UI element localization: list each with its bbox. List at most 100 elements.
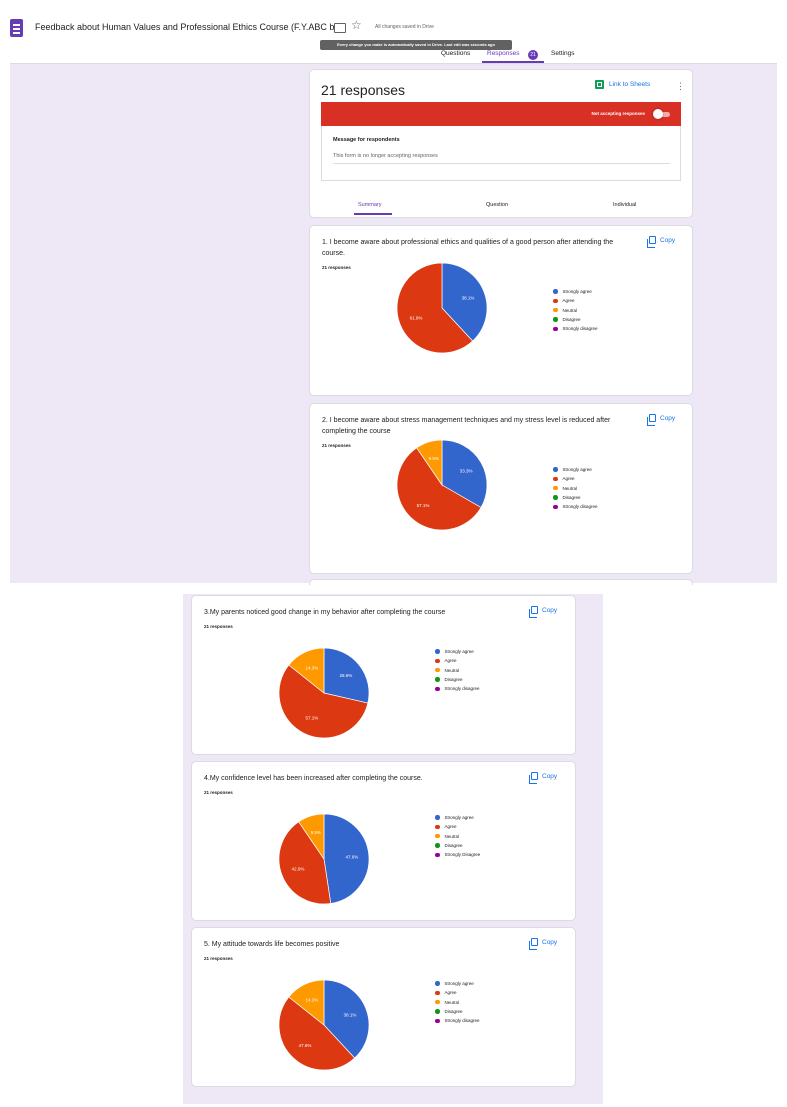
legend-color-dot bbox=[553, 317, 558, 322]
tab-questions[interactable]: Questions bbox=[441, 50, 471, 57]
legend-label: Strongly agree bbox=[444, 649, 474, 655]
question-response-count: 21 responses bbox=[322, 443, 351, 448]
question-response-count: 21 responses bbox=[204, 624, 233, 629]
sheets-icon[interactable] bbox=[595, 80, 604, 89]
legend-item: Agree bbox=[553, 474, 598, 483]
legend-label: Strongly disagree bbox=[562, 326, 598, 332]
legend-item: Strongly Disagree bbox=[435, 850, 480, 859]
copy-icon[interactable] bbox=[529, 938, 538, 950]
pie-slice-label: 9.5% bbox=[311, 830, 321, 835]
legend-item: Strongly disagree bbox=[435, 1016, 480, 1025]
legend-label: Disagree bbox=[444, 843, 463, 849]
subtab-individual[interactable]: Individual bbox=[613, 202, 637, 208]
question-title: 3.My parents noticed good change in my b… bbox=[204, 609, 446, 616]
legend-item: Neutral bbox=[435, 666, 480, 675]
legend-color-dot bbox=[553, 326, 558, 332]
legend-item: Disagree bbox=[435, 675, 480, 684]
legend-label: Strongly agree bbox=[562, 289, 592, 295]
legend-label: Neutral bbox=[444, 667, 460, 673]
question-card: 4.My confidence level has been increased… bbox=[191, 761, 576, 921]
legend-color-dot bbox=[435, 833, 440, 839]
legend-label: Disagree bbox=[562, 317, 581, 323]
pie-slice bbox=[441, 262, 488, 342]
message-input[interactable]: This form is no longer accepting respons… bbox=[333, 153, 438, 159]
legend-color-dot bbox=[553, 289, 558, 294]
legend-item: Strongly agree bbox=[553, 287, 598, 296]
copy-chart-button[interactable]: Copy bbox=[660, 415, 676, 422]
pie-slice-label: 57.1% bbox=[306, 716, 319, 721]
legend-item: Neutral bbox=[435, 832, 480, 841]
pie-chart: 38.1% 47.6% 14.3% bbox=[278, 979, 370, 1071]
accepting-responses-label: Not accepting responses bbox=[591, 111, 645, 116]
pie-slice bbox=[396, 262, 474, 354]
pie-slice bbox=[323, 813, 370, 904]
pie-slice-label: 61.9% bbox=[410, 316, 423, 321]
question-title: 1. I become aware about professional eth… bbox=[322, 239, 614, 257]
legend-item: Disagree bbox=[435, 841, 480, 850]
legend-color-dot bbox=[553, 298, 558, 304]
next-card-edge bbox=[309, 579, 693, 585]
question-title: 5. My attitude towards life becomes posi… bbox=[204, 941, 340, 948]
copy-chart-button[interactable]: Copy bbox=[660, 237, 676, 244]
pie-slice bbox=[323, 979, 370, 1059]
chart-legend: Strongly agree Agree Neutral Disagree Strong… bbox=[553, 465, 598, 511]
pie-slice-label: 38.1% bbox=[344, 1012, 357, 1017]
folder-icon[interactable] bbox=[334, 23, 346, 33]
question-card: 2. I become aware about stress managemen… bbox=[309, 403, 693, 574]
legend-item: Agree bbox=[553, 296, 598, 305]
pie-slice bbox=[278, 996, 356, 1071]
legend-label: Strongly agree bbox=[562, 467, 592, 473]
subtab-question[interactable]: Question bbox=[486, 202, 509, 208]
subtab-summary[interactable]: Summary bbox=[358, 202, 382, 208]
legend-color-dot bbox=[553, 476, 558, 482]
legend-label: Agree bbox=[562, 298, 575, 304]
legend-item: Agree bbox=[435, 656, 480, 665]
legend-label: Strongly Disagree bbox=[444, 852, 481, 858]
legend-label: Agree bbox=[562, 476, 575, 482]
legend-label: Strongly agree bbox=[444, 815, 474, 821]
pie-slice bbox=[288, 647, 325, 694]
legend-color-dot bbox=[435, 824, 440, 830]
question-card: 3.My parents noticed good change in my b… bbox=[191, 595, 576, 755]
accepting-toggle[interactable] bbox=[653, 109, 663, 119]
tab-responses[interactable]: Responses bbox=[487, 50, 520, 57]
legend-item: Neutral bbox=[435, 998, 480, 1007]
copy-chart-button[interactable]: Copy bbox=[542, 607, 558, 614]
question-title: 2. I become aware about stress managemen… bbox=[322, 417, 611, 435]
pie-slice bbox=[396, 447, 482, 531]
link-to-sheets-button[interactable]: Link to Sheets bbox=[609, 81, 651, 88]
pie-chart: 33.3% 57.1% 9.5% bbox=[396, 439, 488, 531]
legend-label: Strongly agree bbox=[444, 981, 474, 987]
legend-item: Neutral bbox=[553, 484, 598, 493]
pie-chart: 28.6% 57.1% 14.3% bbox=[278, 647, 370, 739]
legend-item: Strongly agree bbox=[435, 647, 480, 656]
copy-icon[interactable] bbox=[647, 414, 656, 426]
legend-item: Strongly agree bbox=[435, 979, 480, 988]
legend-item: Strongly agree bbox=[553, 465, 598, 474]
tab-settings[interactable]: Settings bbox=[551, 50, 575, 57]
legend-color-dot bbox=[435, 843, 440, 848]
pie-slice bbox=[416, 439, 443, 487]
legend-color-dot bbox=[553, 495, 558, 500]
more-options-icon[interactable]: ⋮ bbox=[676, 81, 685, 91]
star-icon[interactable]: ☆ bbox=[351, 18, 362, 32]
legend-label: Disagree bbox=[444, 1009, 463, 1015]
question-title: 4.My confidence level has been increased… bbox=[204, 775, 423, 782]
header-divider bbox=[10, 63, 777, 64]
copy-icon[interactable] bbox=[529, 606, 538, 618]
copy-icon[interactable] bbox=[529, 772, 538, 784]
copy-chart-button[interactable]: Copy bbox=[542, 773, 558, 780]
pie-slice bbox=[441, 439, 488, 508]
legend-item: Disagree bbox=[553, 315, 598, 324]
responses-count-badge: 21 bbox=[528, 50, 538, 60]
accepting-responses-bar: Not accepting responses bbox=[321, 102, 681, 126]
legend-color-dot bbox=[435, 852, 440, 858]
legend-color-dot bbox=[435, 686, 440, 692]
pie-slice-label: 33.3% bbox=[460, 469, 473, 474]
copy-icon[interactable] bbox=[647, 236, 656, 248]
chart-legend: Strongly agree Agree Neutral Disagree Strong… bbox=[553, 287, 598, 333]
copy-chart-button[interactable]: Copy bbox=[542, 939, 558, 946]
form-title[interactable]: Feedback about Human Values and Professi… bbox=[35, 22, 335, 32]
forms-app-icon[interactable] bbox=[10, 19, 23, 37]
legend-label: Agree bbox=[444, 658, 457, 664]
